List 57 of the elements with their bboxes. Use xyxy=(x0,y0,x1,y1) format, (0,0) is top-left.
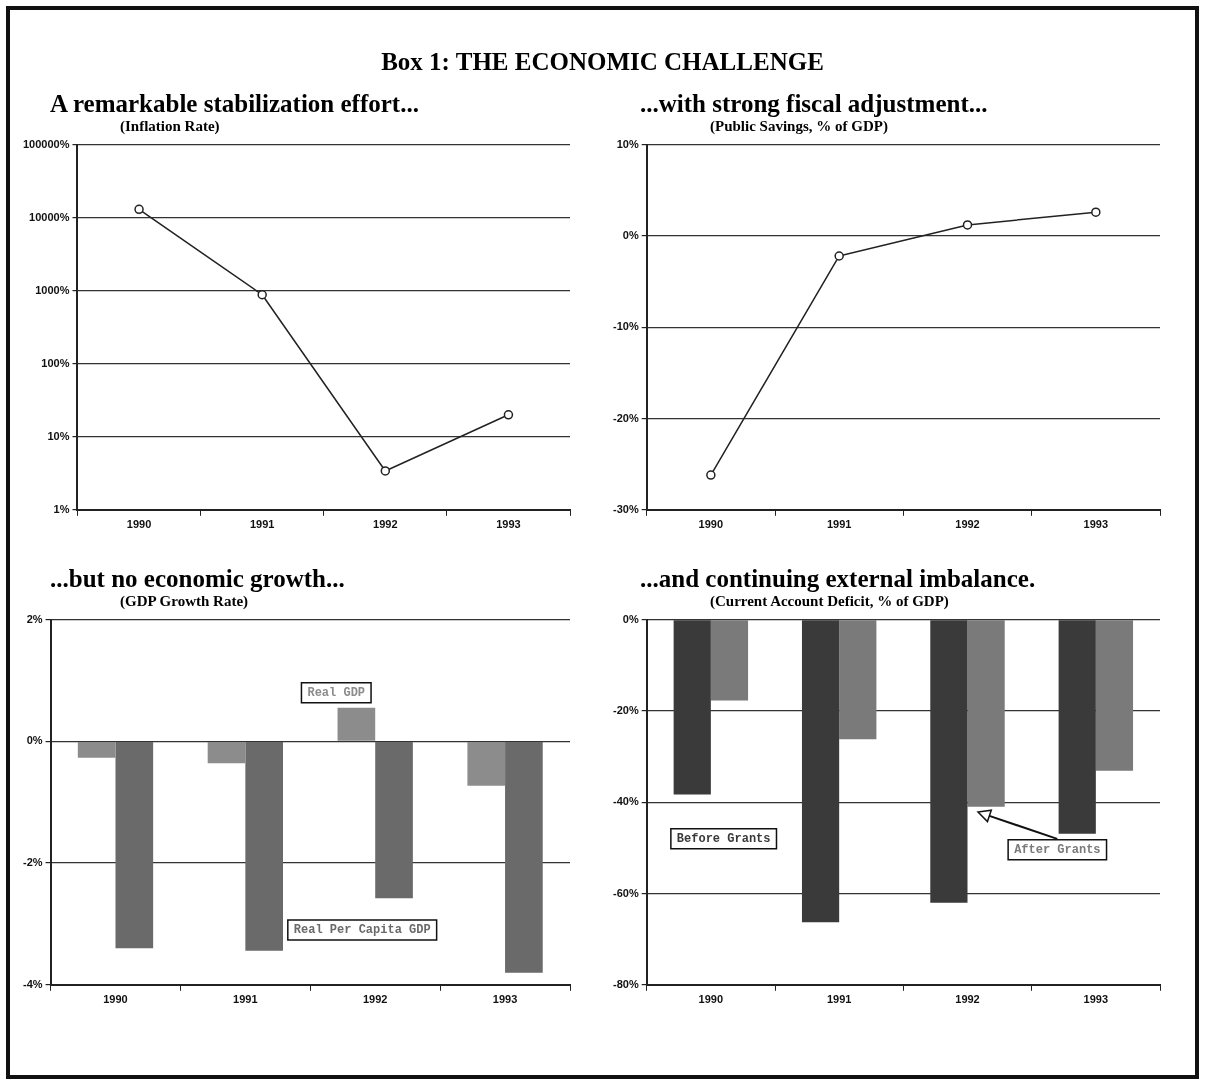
chart-subtitle: (Current Account Deficit, % of GDP) xyxy=(710,593,950,610)
y-tick-label: -30% xyxy=(612,502,639,515)
point xyxy=(134,204,144,215)
x-tick-label: 1992 xyxy=(373,518,398,531)
chart-title: A remarkable stabilization effort... xyxy=(50,90,420,118)
x-tick-label: 1990 xyxy=(698,993,724,1006)
x-tick-label: 1990 xyxy=(126,518,152,531)
y-tick-label: 0% xyxy=(622,612,639,625)
x-tick-label: 1991 xyxy=(233,993,258,1006)
chart-title: ...and continuing external imbalance. xyxy=(640,565,1037,593)
x-tick-label: 1990 xyxy=(103,993,128,1006)
x-tick-label: 1992 xyxy=(362,993,388,1006)
y-tick-label: -2% xyxy=(23,856,43,869)
chart-title: ...but no economic growth... xyxy=(50,565,346,593)
y-tick-label: -20% xyxy=(612,703,639,716)
y-tick-label: 100% xyxy=(41,356,70,369)
y-tick-label: 2% xyxy=(26,612,43,625)
chart-subtitle: (Inflation Rate) xyxy=(120,118,221,135)
y-tick-label: -60% xyxy=(612,886,639,899)
y-tick-label: 100000% xyxy=(22,137,70,150)
x-tick-label: 1992 xyxy=(955,518,980,531)
y-tick-label: 0% xyxy=(622,228,639,241)
chart-subtitle: (Public Savings, % of GDP) xyxy=(710,118,889,135)
y-tick-label: -20% xyxy=(612,411,639,424)
point xyxy=(380,466,391,476)
y-tick-label: 10000% xyxy=(29,210,70,223)
point xyxy=(706,470,716,480)
y-tick-label: 0% xyxy=(26,734,43,747)
y-tick-label: -10% xyxy=(612,320,639,333)
y-tick-label: -4% xyxy=(23,977,43,990)
x-tick-label: 1993 xyxy=(1083,518,1109,531)
chart-subtitle: (GDP Growth Rate) xyxy=(120,593,250,610)
y-tick-label: -80% xyxy=(612,977,639,990)
text: Box 1: THE ECONOMIC CHALLENGE xyxy=(380,48,825,76)
point xyxy=(834,251,844,261)
x-tick-label: 1990 xyxy=(698,518,724,531)
x-tick-label: 1993 xyxy=(496,518,521,531)
x-tick-label: 1991 xyxy=(826,993,852,1006)
x-tick-label: 1993 xyxy=(1083,993,1109,1006)
series-label: Real GDP xyxy=(307,685,366,700)
point xyxy=(257,289,267,300)
x-tick-label: 1992 xyxy=(955,993,980,1006)
y-tick-label: 10% xyxy=(47,429,70,442)
text: After Grants xyxy=(1014,842,1101,857)
text: Before Grants xyxy=(676,831,771,846)
point xyxy=(1091,207,1101,217)
point xyxy=(503,410,514,420)
y-tick-label: -40% xyxy=(612,795,639,808)
x-tick-label: 1991 xyxy=(249,518,275,531)
y-tick-label: 1000% xyxy=(35,283,70,296)
y-tick-label: 1% xyxy=(53,502,70,515)
series-label: Real Per Capita GDP xyxy=(293,923,431,938)
y-tick-label: 10% xyxy=(616,137,639,150)
x-tick-label: 1991 xyxy=(826,518,852,531)
point xyxy=(962,220,973,230)
x-tick-label: 1993 xyxy=(492,993,518,1006)
chart-title: ...with strong fiscal adjustment... xyxy=(640,90,989,118)
